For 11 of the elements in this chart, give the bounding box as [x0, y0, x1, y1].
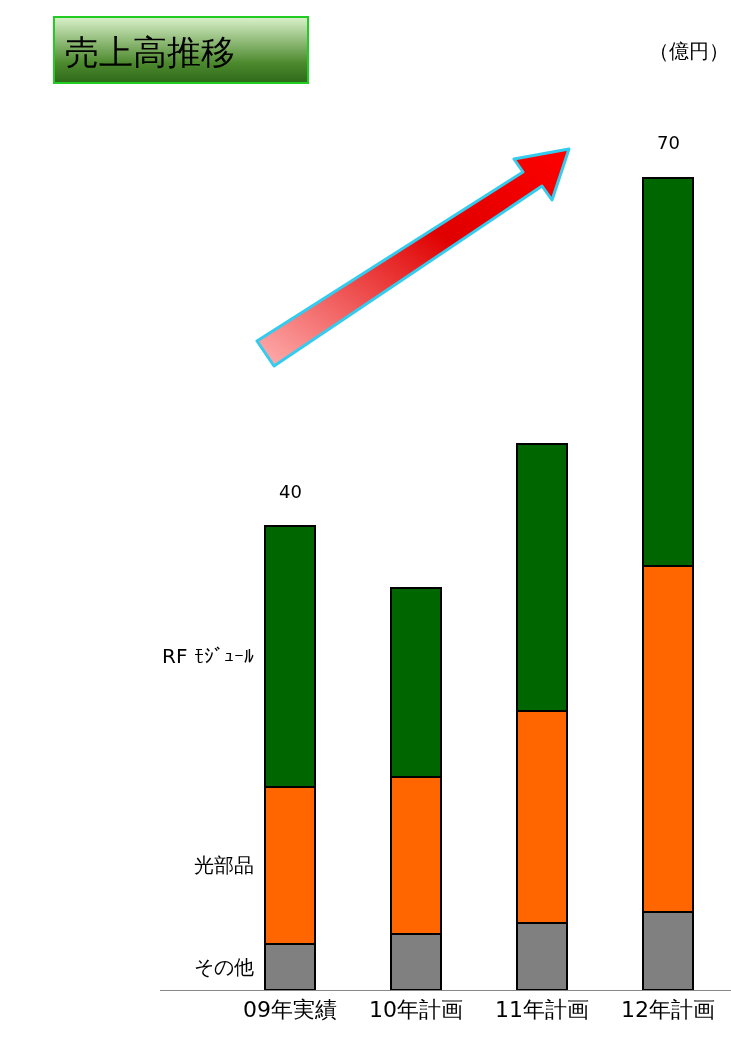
series-label: RF ﾓｼﾞｭｰﾙ: [162, 644, 254, 668]
x-tick-label: 11年計画: [495, 997, 589, 1023]
series-label: 光部品: [194, 853, 254, 877]
x-tick-label: 12年計画: [621, 997, 715, 1023]
chart-title: 売上高推移: [53, 16, 309, 84]
x-tick-label: 10年計画: [369, 997, 463, 1023]
annotation: 70: [657, 132, 680, 153]
annotation: 40: [279, 481, 302, 502]
series-label: その他: [194, 955, 254, 979]
text: （億円）: [649, 39, 729, 63]
x-tick-label: 09年実績: [243, 997, 337, 1023]
